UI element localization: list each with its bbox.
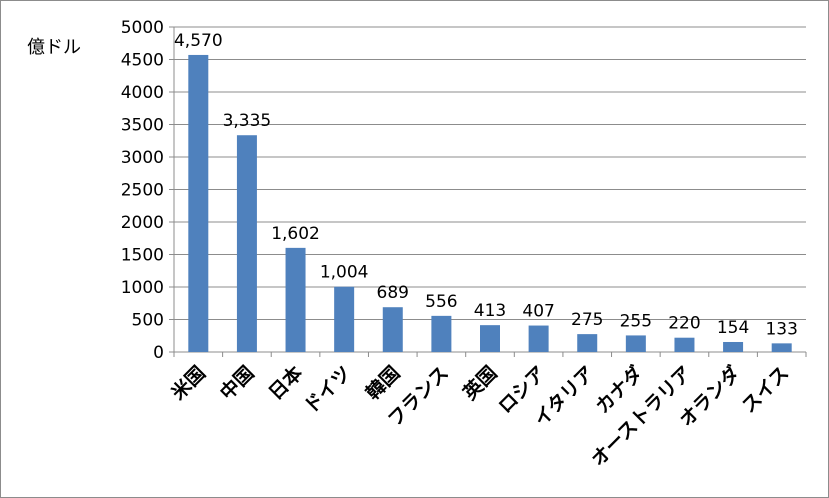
- bar-10: [674, 337, 695, 352]
- data-label-3: 1,004: [320, 263, 369, 283]
- bar-1: [236, 135, 257, 352]
- bar-12: [771, 343, 792, 352]
- data-label-2: 1,602: [271, 224, 320, 244]
- y-tick-label: 500: [132, 311, 164, 331]
- data-label-8: 275: [571, 310, 603, 330]
- bar-11: [723, 341, 744, 352]
- y-tick-label: 1000: [121, 278, 164, 298]
- data-label-5: 556: [425, 292, 457, 312]
- data-label-9: 255: [620, 311, 652, 331]
- category-label-12: スイス: [738, 362, 793, 417]
- category-label-1: 中国: [215, 361, 258, 404]
- category-label-6: 英国: [458, 361, 501, 404]
- bar-4: [382, 307, 403, 352]
- y-tick-label: 5000: [121, 18, 164, 38]
- y-tick-label: 4500: [121, 51, 164, 71]
- bar-0: [188, 54, 209, 352]
- data-label-7: 407: [522, 302, 554, 322]
- bars: [188, 54, 792, 352]
- data-label-12: 133: [765, 319, 797, 339]
- category-label-0: 米国: [167, 361, 210, 404]
- bar-6: [480, 325, 500, 352]
- gridlines: [174, 26, 806, 320]
- y-tick-label: 0: [153, 343, 164, 363]
- bar-2: [285, 247, 306, 352]
- data-label-11: 154: [717, 318, 749, 338]
- category-label-3: ドイツ: [300, 362, 356, 418]
- y-tick-label: 3000: [121, 148, 164, 168]
- bar-5: [431, 315, 452, 352]
- category-label-4: 韓国: [361, 361, 404, 404]
- y-tick-labels: 0 500 1000 1500 2000 2500 3000 3500 4000 4500 5000: [121, 18, 164, 363]
- data-label-4: 689: [377, 283, 409, 303]
- data-label-0: 4,570: [174, 31, 223, 51]
- y-tick-label: 2000: [121, 213, 164, 233]
- bar-7: [528, 325, 549, 352]
- data-label-6: 413: [474, 301, 506, 321]
- y-axis-label: 億ドル: [27, 37, 81, 58]
- bar-3: [334, 286, 355, 352]
- y-tick-label: 1500: [121, 246, 164, 266]
- data-label-10: 220: [668, 314, 700, 334]
- bar-9: [625, 335, 646, 352]
- y-tick-label: 3500: [121, 116, 164, 136]
- data-label-1: 3,335: [223, 111, 272, 131]
- y-tick-label: 4000: [121, 83, 164, 103]
- y-tick-label: 2500: [121, 181, 164, 201]
- category-label-2: 日本: [264, 361, 307, 404]
- bar-8: [577, 334, 598, 352]
